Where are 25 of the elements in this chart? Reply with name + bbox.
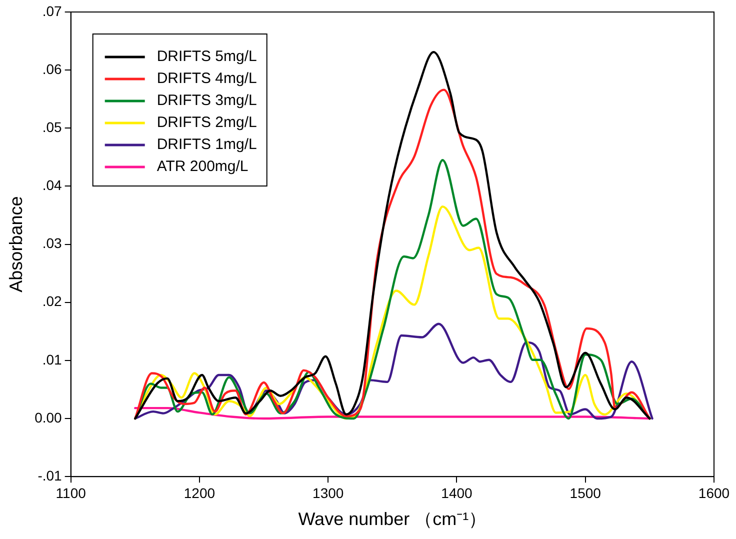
line-series [134,406,651,420]
y-tick-label: .03 [42,235,62,252]
y-tick-label: .02 [42,293,62,310]
x-tick-label: 1100 [56,484,86,501]
legend-label: DRIFTS 3mg/L [156,92,257,110]
legend-label: DRIFTS 2mg/L [156,114,257,132]
x-tick-label: 1600 [698,484,730,501]
y-axis-title: Absorbance [6,196,26,292]
legend-label: DRIFTS 4mg/L [156,70,257,88]
y-tick-label: .05 [42,119,62,136]
legend-label: DRIFTS 5mg/L [156,48,257,66]
y-tick-label: 0.00 [34,409,62,426]
y-tick-label: .07 [42,2,62,19]
y-tick-label: .01 [42,351,62,368]
x-tick-label: 1300 [312,484,344,501]
y-tick-label: -.01 [38,467,62,484]
x-tick-label: 1200 [184,484,216,501]
x-tick-label: 1500 [570,484,602,501]
y-tick-label: .06 [42,60,62,77]
x-tick-label: 1400 [441,484,473,501]
line-series [134,322,654,420]
legend-label: DRIFTS 1mg/L [156,136,257,154]
y-tick-label: .04 [42,177,62,194]
x-axis-title: Wave number （cm⁻¹） [298,509,487,530]
legend-label: ATR 200mg/L [156,158,248,176]
